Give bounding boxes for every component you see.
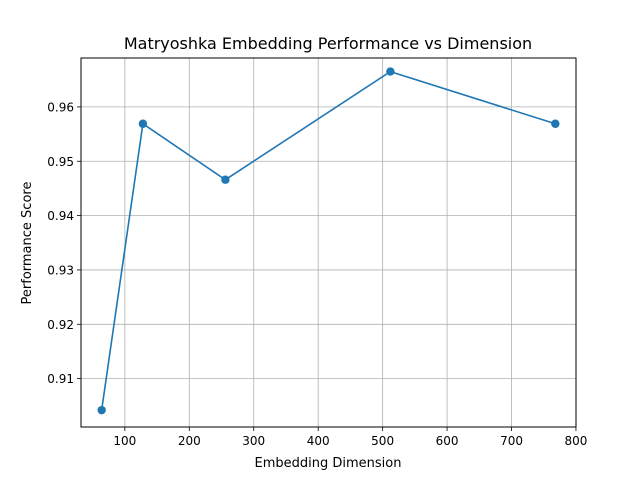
data-point — [138, 119, 148, 128]
x-tick-label: 300 — [242, 434, 265, 448]
x-tick-label: 100 — [113, 434, 136, 448]
y-tick-label: 0.93 — [47, 263, 74, 277]
x-tick-label: 700 — [500, 434, 523, 448]
plot-frame — [80, 57, 577, 428]
y-tick-label: 0.92 — [47, 318, 74, 332]
y-tick-label: 0.91 — [47, 372, 74, 386]
x-axis-ticks: 100 200 300 400 500 600 700 800 — [113, 427, 587, 448]
x-tick-label: 800 — [565, 434, 588, 448]
x-axis-label: Embedding Dimension — [255, 456, 402, 471]
data-point — [386, 67, 395, 76]
x-tick-label: 600 — [436, 434, 459, 448]
y-axis-ticks: 0.91 0.92 0.93 0.94 0.95 0.96 — [47, 100, 81, 386]
series-line — [100, 70, 556, 411]
data-point — [221, 175, 230, 184]
data-point — [97, 405, 106, 415]
x-tick-label: 200 — [178, 434, 201, 448]
y-tick-label: 0.94 — [47, 209, 74, 223]
chart-title: Matryoshka Embedding Performance vs Dime… — [124, 34, 532, 53]
x-tick-label: 500 — [371, 434, 394, 448]
data-point — [551, 119, 560, 128]
y-tick-label: 0.95 — [47, 155, 74, 169]
x-tick-label: 400 — [307, 434, 330, 448]
grid-lines — [81, 58, 577, 427]
y-tick-label: 0.96 — [47, 100, 74, 114]
y-axis-label: Performance Score — [20, 182, 35, 305]
series-group — [97, 67, 560, 415]
